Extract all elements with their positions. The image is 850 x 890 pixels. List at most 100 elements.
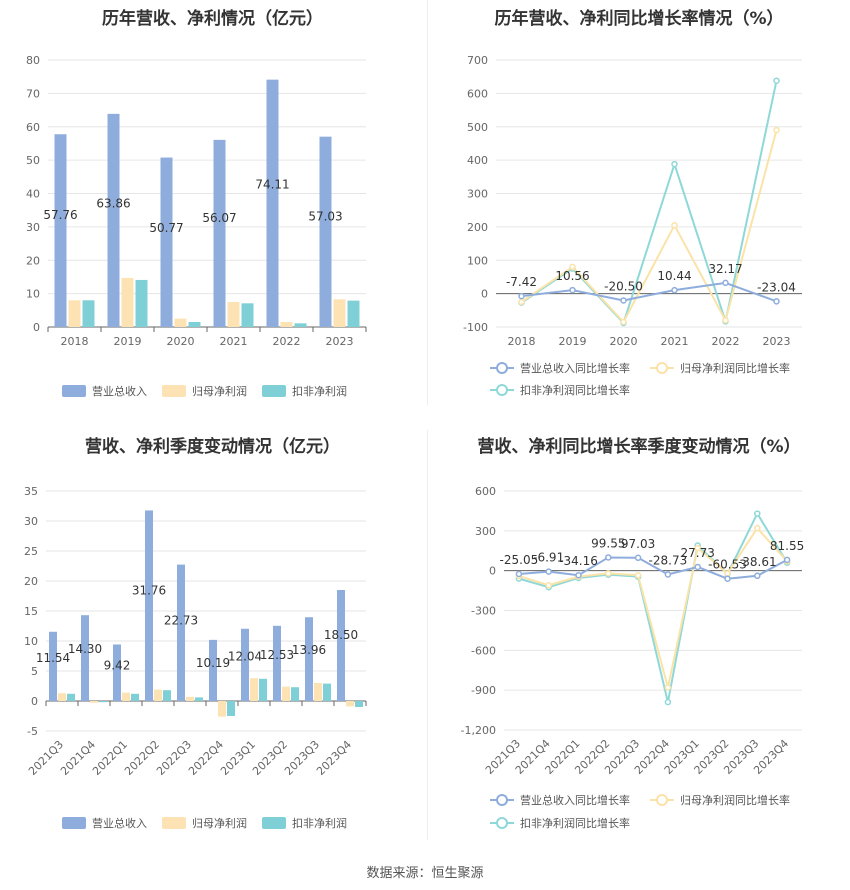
legend-marker-icon bbox=[496, 817, 508, 829]
legend-marker-icon bbox=[656, 362, 668, 374]
data-point bbox=[724, 575, 731, 582]
bar bbox=[314, 683, 322, 701]
bar bbox=[250, 678, 258, 701]
bar bbox=[280, 321, 293, 327]
legend-marker-icon bbox=[656, 794, 668, 806]
annual-revenue-profit-panel: 历年营收、净利情况（亿元） 0 10 20 30 40 50 60 70 80 57.76 2018… bbox=[0, 0, 425, 410]
data-label: 22.73 bbox=[164, 614, 198, 628]
panel-divider-top bbox=[427, 0, 428, 405]
legend-swatch bbox=[262, 385, 286, 397]
y-tick-label: 700 bbox=[467, 54, 488, 67]
y-tick-label: -1,200 bbox=[461, 724, 496, 737]
legend-swatch bbox=[162, 385, 186, 397]
legend-marker-icon bbox=[496, 384, 508, 396]
series-line bbox=[518, 556, 788, 580]
data-point bbox=[518, 298, 525, 306]
legend-marker-icon bbox=[496, 794, 508, 806]
legend-swatch bbox=[262, 817, 286, 829]
y-tick-label: 40 bbox=[26, 188, 40, 201]
quarterly-bar-chart: -50510152025303511.542021Q314.302021Q49.… bbox=[24, 485, 367, 830]
data-label: -20.50 bbox=[604, 279, 643, 293]
data-point bbox=[664, 684, 672, 691]
data-label: -60.53 bbox=[708, 558, 747, 572]
y-tick-label: 25 bbox=[24, 545, 38, 558]
legend-label: 营业总收入同比增长率 bbox=[520, 793, 630, 807]
legend-label: 归母净利润同比增长率 bbox=[680, 793, 790, 807]
bar bbox=[107, 113, 120, 327]
bar bbox=[82, 300, 95, 327]
data-point bbox=[569, 263, 576, 271]
data-point bbox=[634, 572, 642, 579]
bar bbox=[213, 139, 226, 327]
quarterly-growth-line-chart: -1,200-900-600-30003006002021Q32021Q4202… bbox=[461, 485, 805, 830]
y-tick-label: 30 bbox=[26, 221, 40, 234]
legend-item: 归母净利润同比增长率 bbox=[650, 361, 790, 375]
y-tick-label: 500 bbox=[467, 121, 488, 134]
bar bbox=[227, 701, 235, 716]
data-label: 9.42 bbox=[104, 658, 131, 672]
data-label: 10.56 bbox=[555, 269, 589, 283]
data-label: 18.50 bbox=[324, 628, 358, 642]
legend-item: 营业总收入 bbox=[62, 384, 147, 398]
data-point bbox=[545, 582, 552, 589]
legend-swatch bbox=[62, 385, 86, 397]
data-point bbox=[664, 571, 672, 578]
data-point bbox=[545, 568, 552, 575]
bar bbox=[333, 299, 346, 327]
y-tick-label: 400 bbox=[467, 154, 488, 167]
data-label: -28.73 bbox=[649, 553, 688, 567]
bar bbox=[266, 79, 279, 328]
data-point bbox=[620, 318, 627, 326]
annual-bar-chart: 0 10 20 30 40 50 60 70 80 57.76 2018 63.86 2019 50.77… bbox=[26, 54, 367, 398]
annual-growth-panel: 历年营收、净利同比增长率情况（%） -100 0 100 200 300 400 500 60… bbox=[428, 0, 850, 410]
data-label: 13.96 bbox=[292, 643, 326, 657]
data-point bbox=[773, 298, 780, 305]
bar bbox=[347, 300, 360, 327]
data-label: -34.16 bbox=[559, 554, 598, 568]
data-point bbox=[634, 554, 642, 562]
panel-divider-bottom bbox=[427, 430, 428, 840]
y-tick-label: -300 bbox=[471, 605, 496, 618]
annual-growth-line-chart: -100 0 100 200 300 400 500 600 700 2018 2019 2020 20… bbox=[463, 54, 802, 397]
legend-item: 营业总收入同比增长率 bbox=[490, 793, 630, 807]
bar bbox=[131, 693, 139, 701]
y-tick-label: 30 bbox=[24, 515, 38, 528]
legend-item: 扣非净利润 bbox=[262, 384, 347, 398]
series-line bbox=[520, 129, 778, 324]
bar bbox=[195, 697, 203, 701]
data-label: -7.42 bbox=[506, 275, 537, 289]
bar bbox=[337, 590, 345, 701]
chart-title: 历年营收、净利情况（亿元） bbox=[102, 9, 323, 29]
bar bbox=[145, 510, 153, 701]
y-tick-label: 100 bbox=[467, 254, 488, 267]
bar bbox=[323, 683, 331, 701]
y-tick-label: 300 bbox=[475, 525, 496, 538]
bar bbox=[68, 300, 81, 327]
chart-title: 营收、净利季度变动情况（亿元） bbox=[85, 437, 340, 457]
x-tick-label: 2023 bbox=[763, 335, 791, 348]
legend-swatch bbox=[62, 817, 86, 829]
data-point bbox=[569, 286, 576, 294]
bar bbox=[346, 701, 354, 707]
bar bbox=[241, 628, 249, 701]
y-tick-label: 200 bbox=[467, 221, 488, 234]
data-point bbox=[754, 572, 761, 580]
legend-label: 扣非净利润 bbox=[292, 384, 347, 398]
x-tick-label: 2019 bbox=[559, 335, 587, 348]
series-line bbox=[518, 526, 788, 688]
bar bbox=[163, 690, 171, 701]
data-label: 81.55 bbox=[770, 539, 804, 553]
data-label: -6.91 bbox=[533, 551, 564, 565]
x-tick-label: 2018 bbox=[508, 335, 536, 348]
y-tick-label: 0 bbox=[481, 288, 488, 301]
data-label: -25.05 bbox=[500, 553, 539, 567]
data-label: 50.77 bbox=[149, 221, 183, 235]
data-point bbox=[620, 297, 627, 304]
y-tick-label: 300 bbox=[467, 188, 488, 201]
data-point bbox=[515, 570, 523, 578]
legend-label: 扣非净利润同比增长率 bbox=[520, 816, 630, 830]
data-point bbox=[754, 510, 761, 517]
quarterly-revenue-profit-panel: 营收、净利季度变动情况（亿元） -5 0 5 10 15 20 25 30 35 11.54 202… bbox=[0, 428, 425, 848]
x-tick-label: 2023Q4 bbox=[314, 738, 354, 778]
legend-label: 扣非净利润同比增长率 bbox=[520, 383, 630, 397]
